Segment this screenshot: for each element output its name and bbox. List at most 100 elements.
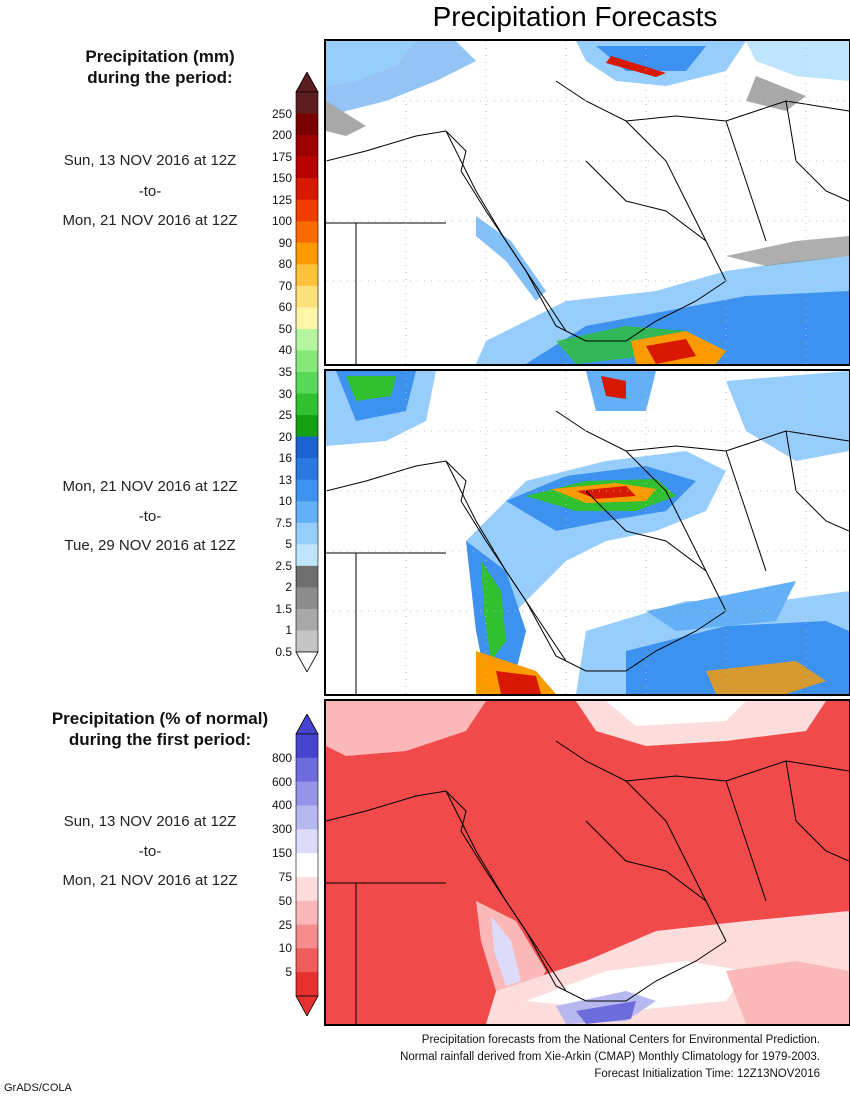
colorbar-segment <box>296 113 318 136</box>
colorbar-tick-label: 75 <box>278 869 292 884</box>
colorbar-segment <box>296 757 318 782</box>
colorbar-segment <box>296 781 318 806</box>
colorbar-segment <box>296 199 318 222</box>
panel1-start-date: Sun, 13 NOV 2016 at 12Z <box>63 152 237 169</box>
colorbar-tick-label: 10 <box>278 494 292 509</box>
colorbar-tick-label: 10 <box>278 941 292 956</box>
colorbar-tick-label: 13 <box>278 472 292 487</box>
colorbar-tick-label: 1.5 <box>275 601 292 616</box>
colorbar-segment <box>296 264 318 287</box>
colorbar-segment <box>296 221 318 244</box>
colorbar-tick-label: 60 <box>278 300 292 315</box>
colorbar-tick-label: 150 <box>271 846 292 861</box>
map-panel-3 <box>324 699 850 1026</box>
colorbar-tick-label: 400 <box>271 798 292 813</box>
colorbar-tick-label: 100 <box>271 214 292 229</box>
colorbar-segment <box>296 178 318 200</box>
colorbar-segment <box>296 829 318 854</box>
panel2-start-date: Mon, 21 NOV 2016 at 12Z <box>62 478 238 495</box>
colorbar-tick-label: 175 <box>271 149 292 164</box>
colorbar-tick-label: 250 <box>271 106 292 121</box>
panel3-heading-line2: during the first period: <box>68 730 252 749</box>
panel3-start-date: Sun, 13 NOV 2016 at 12Z <box>63 813 237 830</box>
panel2-to-label: -to- <box>138 508 162 525</box>
colorbar-tick-label: 2.5 <box>275 558 292 573</box>
map-panel-2-svg <box>326 371 849 694</box>
colorbar-segment <box>296 948 318 973</box>
colorbar-tick-label: 20 <box>278 429 292 444</box>
colorbar-segment <box>296 501 318 524</box>
footer-line-2: Normal rainfall derived from Xie-Arkin (… <box>400 1051 820 1063</box>
panel1-heading: Precipitation (mm) during the period: <box>20 46 300 88</box>
colorbar-tick-label: 300 <box>271 822 292 837</box>
panel3-heading-line1: Precipitation (% of normal) <box>51 709 269 728</box>
panel3-end-date: Mon, 21 NOV 2016 at 12Z <box>62 872 238 889</box>
colorbar-tick-label: 16 <box>278 451 292 466</box>
panel1-heading-line1: Precipitation (mm) <box>85 47 235 66</box>
colorbar-tick-label: 800 <box>271 750 292 765</box>
colorbar-segment <box>296 285 318 308</box>
colorbar-tick-label: 35 <box>278 365 292 379</box>
colorbar-segment <box>296 900 318 925</box>
colorbar-segment <box>296 156 318 179</box>
precip-mm-colorbar: 250 200 175 150 125 100 90 80 70 60 50 40 35 30 25 20 16… <box>250 71 320 673</box>
panel1-heading-line2: during the period: <box>87 68 233 87</box>
colorbar-tick-label: 50 <box>278 321 292 336</box>
colorbar-segment <box>296 479 318 502</box>
colorbar-segment <box>296 734 318 759</box>
footer-notes: Precipitation forecasts from the Nationa… <box>400 1032 820 1083</box>
colorbar-tick-label: 40 <box>278 343 292 358</box>
footer-line-1: Precipitation forecasts from the Nationa… <box>421 1034 820 1046</box>
map-panel-2 <box>324 369 850 696</box>
colorbar-tick-label: 50 <box>278 893 292 908</box>
colorbar-tick-label: 90 <box>278 235 292 250</box>
colorbar-segment <box>296 92 318 114</box>
colorbar-tick-label: 5 <box>285 965 292 980</box>
colorbar-tick-label: 5 <box>285 537 292 552</box>
colorbar-top-arrow <box>295 713 319 735</box>
colorbar-segment <box>296 328 318 351</box>
colorbar-segment <box>296 135 318 157</box>
colorbar-tick-label: 125 <box>271 192 292 207</box>
footer-line-3: Forecast Initialization Time: 12Z13NOV20… <box>594 1068 820 1080</box>
colorbar-top-arrow <box>295 71 319 93</box>
colorbar-segment <box>296 972 318 997</box>
colorbar-tick-label: 70 <box>278 278 292 293</box>
colorbar-segment <box>296 372 318 394</box>
colorbar-segment <box>296 458 318 480</box>
colorbar-segment <box>296 608 318 631</box>
panel3-to-label: -to- <box>138 843 162 860</box>
colorbar-tick-label: 2 <box>285 580 292 595</box>
colorbar-segment <box>296 587 318 610</box>
colorbar-segment <box>296 307 318 330</box>
map-panel-1-svg <box>326 41 849 364</box>
colorbar-segment <box>296 415 318 437</box>
precip-mm-colorbar-svg <box>295 71 319 673</box>
colorbar-tick-label: 0.5 <box>275 645 292 659</box>
map-panel-1 <box>324 39 850 366</box>
colorbar-tick-label: 1 <box>285 623 292 638</box>
colorbar-segment <box>296 853 318 878</box>
colorbar-segment <box>296 436 318 459</box>
panel3-heading: Precipitation (% of normal) during the f… <box>20 708 300 750</box>
colorbar-segment <box>296 805 318 830</box>
panel1-to-label: -to- <box>138 183 162 200</box>
colorbar-tick-label: 25 <box>278 917 292 932</box>
colorbar-segment <box>296 876 318 902</box>
colorbar-tick-label: 7.5 <box>275 515 292 530</box>
colorbar-segment <box>296 242 318 265</box>
page-title: Precipitation Forecasts <box>432 1 718 32</box>
colorbar-tick-label: 150 <box>271 171 292 186</box>
colorbar-segment <box>296 924 318 949</box>
colorbar-tick-label: 80 <box>278 257 292 272</box>
map-panel-3-svg <box>326 701 849 1024</box>
colorbar-tick-label: 200 <box>271 128 292 143</box>
colorbar-segment <box>296 350 318 373</box>
colorbar-segment <box>296 393 318 416</box>
colorbar-tick-label: 25 <box>278 408 292 423</box>
colorbar-bottom-arrow <box>295 651 319 673</box>
colorbar-segment <box>296 630 318 653</box>
precip-pct-colorbar-svg <box>295 713 319 1017</box>
colorbar-segment <box>296 565 318 588</box>
colorbar-bottom-arrow <box>295 995 319 1017</box>
